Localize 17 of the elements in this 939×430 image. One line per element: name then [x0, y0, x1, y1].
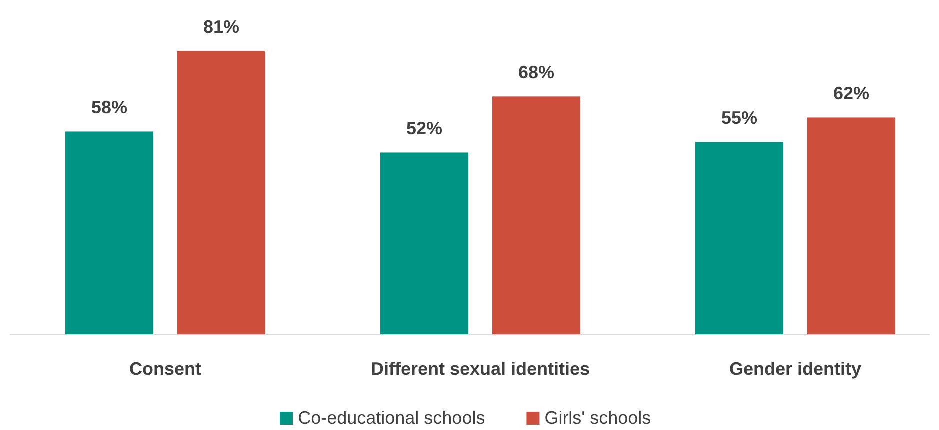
data-label: 62%: [833, 84, 870, 104]
bar: [492, 96, 580, 335]
bar: [178, 51, 266, 335]
bar: [808, 118, 896, 335]
data-label: 68%: [518, 62, 555, 83]
data-label: 58%: [91, 98, 128, 118]
data-label: 81%: [203, 17, 240, 38]
x-tick-label: Consent: [130, 359, 202, 379]
data-label: 52%: [406, 118, 443, 139]
bar: [380, 152, 468, 335]
legend-label: Girls' schools: [544, 408, 652, 428]
x-tick-label: Gender identity: [729, 359, 862, 379]
x-tick-label: Different sexual identities: [370, 359, 590, 379]
data-label: 55%: [721, 108, 758, 128]
legend-label: Co-educational schools: [298, 408, 486, 428]
bar: [696, 142, 784, 335]
bar: [66, 132, 154, 335]
